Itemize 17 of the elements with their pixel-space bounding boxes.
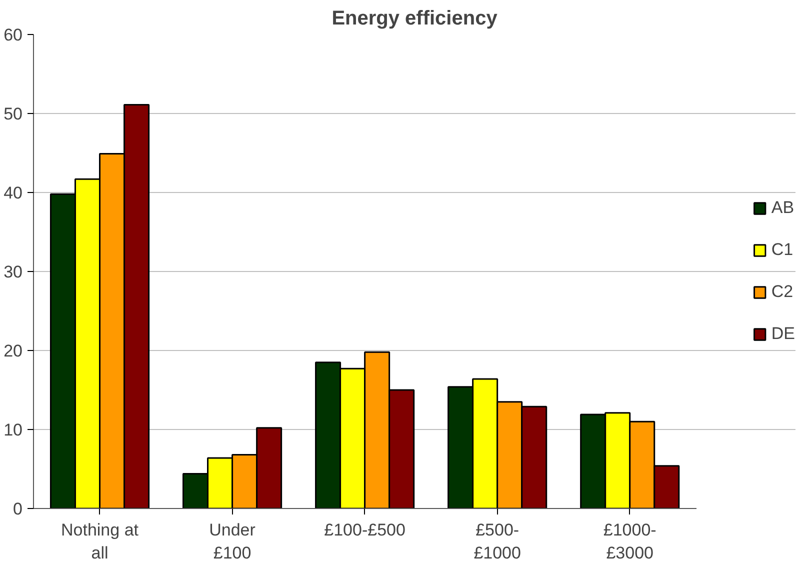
chart-title: Energy efficiency bbox=[332, 8, 498, 30]
y-tick-label: 30 bbox=[4, 262, 23, 282]
x-tick-label: Nothing at all bbox=[61, 520, 139, 562]
y-tick-label: 50 bbox=[4, 104, 23, 124]
y-tick-label: 20 bbox=[4, 342, 23, 360]
legend-label: AB bbox=[771, 198, 794, 218]
x-tick-label: £100-£500 bbox=[324, 520, 406, 540]
legend-label: C1 bbox=[771, 240, 794, 260]
y-tick-label: 60 bbox=[4, 26, 23, 44]
x-tick-label: £500- £1000 bbox=[474, 520, 521, 562]
y-tick-label: 10 bbox=[4, 420, 23, 440]
legend-label: C2 bbox=[771, 282, 794, 302]
x-tick-label: £1000- £3000 bbox=[603, 520, 656, 562]
y-tick-label: 0 bbox=[13, 500, 23, 518]
x-tick-label: Under £100 bbox=[209, 520, 256, 562]
y-tick-label: 40 bbox=[4, 184, 23, 202]
legend-label: DE bbox=[771, 324, 795, 344]
